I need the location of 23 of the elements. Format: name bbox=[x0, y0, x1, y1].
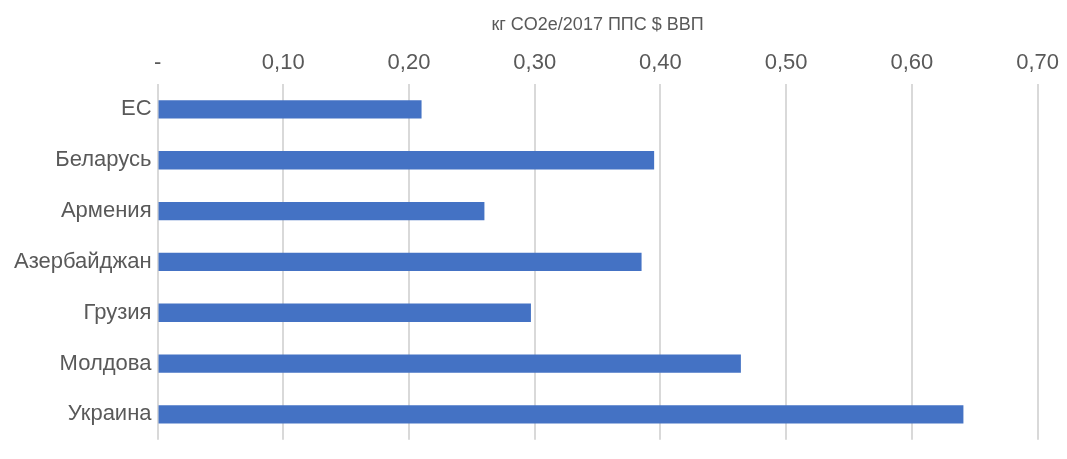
x-axis-title: кг CO2e/2017 ППС $ ВВП bbox=[491, 13, 704, 34]
bar bbox=[158, 201, 485, 221]
x-tick-label: 0,20 bbox=[387, 48, 431, 74]
y-tick-label: Украина bbox=[67, 400, 153, 426]
bar bbox=[158, 100, 422, 119]
y-tick-label: Грузия bbox=[83, 298, 152, 324]
y-tick-label: ЕС bbox=[120, 95, 152, 121]
x-tick-label: 0,40 bbox=[639, 48, 682, 74]
x-tick-label: 0,60 bbox=[890, 48, 934, 74]
y-tick-label: Армения bbox=[60, 197, 152, 223]
y-tick-label: Беларусь bbox=[55, 146, 152, 172]
x-tick-label: 0,50 bbox=[764, 48, 808, 74]
y-tick-label: Азербайджан bbox=[14, 247, 152, 273]
bar bbox=[158, 405, 964, 424]
bar bbox=[158, 354, 741, 373]
bar bbox=[158, 151, 655, 170]
bar bbox=[158, 252, 642, 272]
x-tick-label: 0,10 bbox=[261, 48, 305, 74]
bar bbox=[158, 303, 531, 322]
x-tick-label: - bbox=[153, 48, 162, 74]
x-tick-label: 0,30 bbox=[513, 48, 557, 74]
x-tick-label: 0,70 bbox=[1016, 48, 1059, 74]
y-tick-label: Молдова bbox=[59, 349, 153, 375]
